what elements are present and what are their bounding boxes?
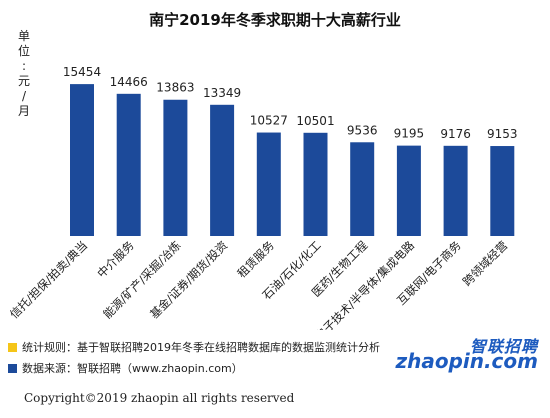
category-label: 租赁服务 <box>234 238 277 281</box>
note-text: 数据来源：智联招聘（www.zhaopin.com） <box>22 362 243 375</box>
bar-value-label: 10501 <box>296 114 334 128</box>
category-label: 能源/矿产/采掘/冶炼 <box>100 238 184 322</box>
bar <box>396 145 421 236</box>
y-axis-label-char: / <box>22 89 27 103</box>
bar-chart: 单位:元/月 15454 14466 13863 13349 10527 10501 953… <box>7 29 518 330</box>
y-axis-label: 单位:元/月 <box>18 29 30 118</box>
bar <box>163 99 188 236</box>
category-label: 中介服务 <box>94 238 137 281</box>
bar <box>443 145 468 236</box>
logo-en: zhaopin.com <box>395 349 538 373</box>
y-axis-label-char: 单 <box>18 29 30 43</box>
note-stat-rule: 统计规则：基于智联招聘2019年冬季在线招聘数据库的数据监测统计分析 <box>8 337 548 358</box>
bar <box>490 146 515 236</box>
bar <box>116 93 141 236</box>
note-data-source: 数据来源：智联招聘（www.zhaopin.com） <box>8 358 548 379</box>
copyright-footer: Copyright©2019 zhaopin all rights reserv… <box>24 391 295 405</box>
blue-bullet-icon <box>8 364 17 373</box>
bar-value-label: 13863 <box>156 81 194 95</box>
bar-value-label: 9176 <box>440 127 471 141</box>
y-axis-label-char: 位 <box>18 43 30 58</box>
bar-value-label: 15454 <box>63 65 101 79</box>
bar <box>210 104 235 236</box>
category-label: 基金/证券/期货/投资 <box>147 238 230 321</box>
bar-value-label: 9536 <box>347 123 378 137</box>
y-axis-label-char: 月 <box>18 104 30 118</box>
y-axis-label-char: 元 <box>18 74 30 88</box>
bar-value-label: 14466 <box>110 75 148 89</box>
logo-cn: 智联招聘 <box>469 337 538 356</box>
bar <box>350 142 375 236</box>
yellow-bullet-icon <box>8 343 17 352</box>
bar <box>303 132 328 236</box>
bar <box>70 84 94 237</box>
notes-section: 统计规则：基于智联招聘2019年冬季在线招聘数据库的数据监测统计分析 数据来源：… <box>8 337 548 379</box>
category-label: 信托/担保/拍卖/典当 <box>7 238 90 321</box>
note-text: 统计规则：基于智联招聘2019年冬季在线招聘数据库的数据监测统计分析 <box>22 341 380 354</box>
chart-title: 南宁2019年冬季求职期十大高薪行业 <box>149 11 401 29</box>
zhaopin-logo: 智联招聘 zhaopin.com <box>395 333 542 379</box>
y-axis-label-char: : <box>22 59 26 73</box>
bar-value-label: 9195 <box>394 127 425 141</box>
bar-value-label: 9153 <box>487 127 518 141</box>
bar-value-label: 13349 <box>203 86 241 100</box>
bar <box>256 132 281 236</box>
bar-value-label: 10527 <box>250 114 288 128</box>
category-label: 跨领域经营 <box>460 238 511 289</box>
